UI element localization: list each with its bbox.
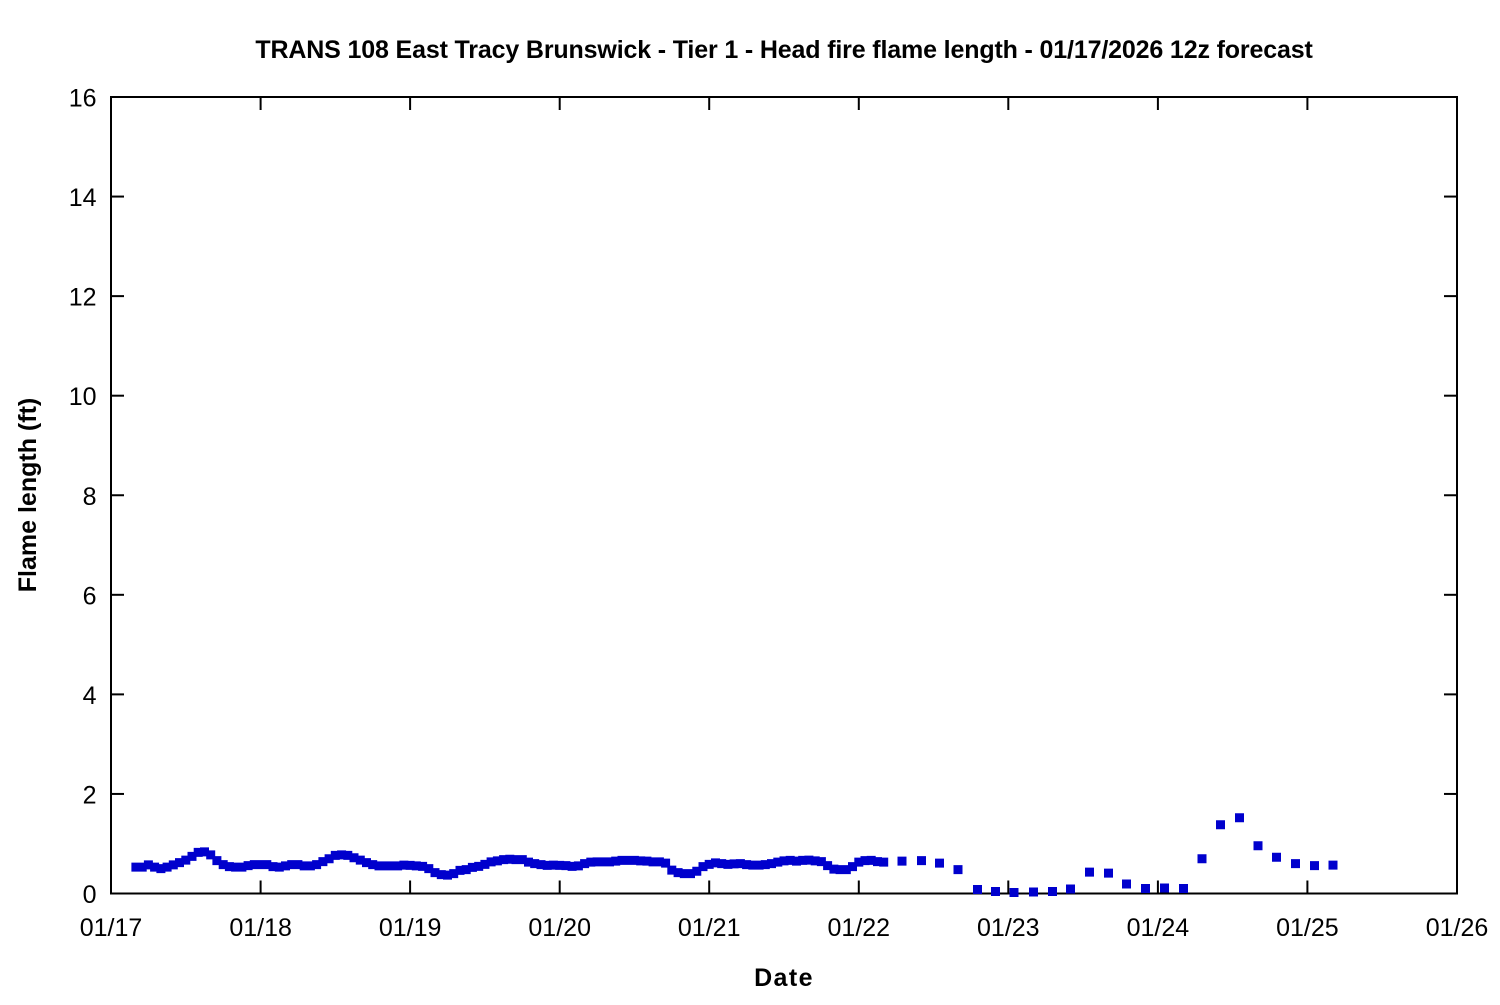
svg-text:01/19: 01/19 (379, 914, 442, 942)
svg-text:Date: Date (754, 964, 814, 992)
svg-text:0: 0 (83, 881, 97, 909)
svg-text:2: 2 (83, 781, 97, 809)
svg-text:TRANS 108 East Tracy Brunswick: TRANS 108 East Tracy Brunswick - Tier 1 … (255, 36, 1313, 64)
svg-text:01/24: 01/24 (1127, 914, 1190, 942)
svg-text:01/23: 01/23 (977, 914, 1040, 942)
svg-text:01/20: 01/20 (528, 914, 591, 942)
svg-text:01/25: 01/25 (1276, 914, 1339, 942)
svg-text:4: 4 (83, 682, 97, 710)
svg-text:16: 16 (69, 85, 97, 113)
svg-text:Flame length (ft): Flame length (ft) (14, 398, 42, 592)
svg-text:6: 6 (83, 582, 97, 610)
svg-text:14: 14 (69, 184, 97, 212)
svg-text:01/17: 01/17 (80, 914, 143, 942)
svg-text:01/18: 01/18 (229, 914, 292, 942)
svg-text:01/21: 01/21 (678, 914, 741, 942)
svg-text:10: 10 (69, 383, 97, 411)
svg-text:12: 12 (69, 284, 97, 312)
svg-text:8: 8 (83, 483, 97, 511)
svg-text:01/22: 01/22 (828, 914, 891, 942)
svg-text:01/26: 01/26 (1426, 914, 1489, 942)
